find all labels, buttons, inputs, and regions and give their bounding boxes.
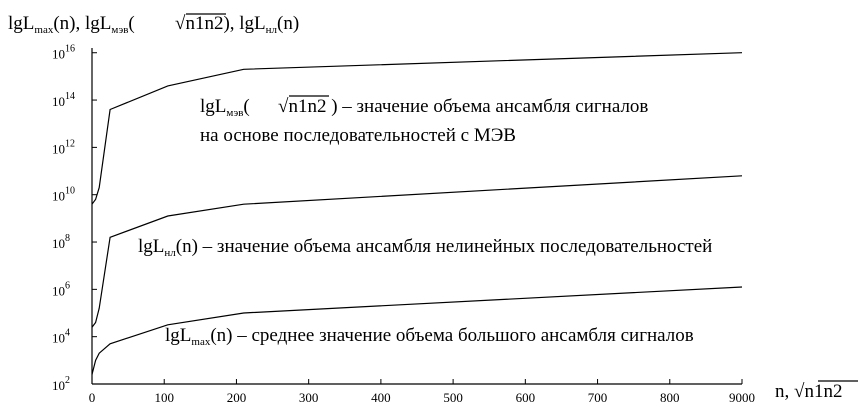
- y-ticks: 102 104 106 108 1010 1012 1014 1016: [52, 44, 97, 393]
- x-tick-label: 600: [516, 390, 536, 405]
- y-tick-label: 1010: [52, 186, 75, 204]
- y-tick-label: 106: [52, 280, 70, 298]
- x-tick-label: 200: [227, 390, 247, 405]
- x-axis-label: n, √n1n2: [775, 381, 842, 402]
- series-line-1: [91, 286, 743, 375]
- x-tick-label: 400: [371, 390, 391, 405]
- series-line-2: [91, 175, 743, 328]
- x-tick-label: 500: [443, 390, 463, 405]
- y-label-sqrt-arg: n1n2: [185, 13, 223, 34]
- y-axis-label: lgLmax(n), lgLмэв(√n1n2), lgLнл(n): [8, 13, 299, 36]
- y-tick-label: 108: [52, 233, 70, 251]
- annotation-mev-line1: lgLмэв(√n1n2 ) – значение объема ансамбл…: [200, 96, 648, 119]
- y-tick-label: 104: [52, 328, 70, 346]
- x-tick-label: 800: [660, 390, 680, 405]
- x-label-sqrt-sign: √: [794, 381, 805, 402]
- x-tick-label: 9000: [729, 390, 755, 405]
- y-tick-label: 102: [52, 375, 70, 393]
- series-lines: [91, 52, 743, 375]
- y-tick-label: 1014: [52, 91, 75, 109]
- x-label-sqrt-arg: n1n2: [804, 381, 842, 402]
- y-tick-label: 1016: [52, 44, 75, 62]
- x-tick-label: 700: [588, 390, 608, 405]
- annotation-mev-line2: на основе последовательностей с МЭВ: [200, 125, 516, 146]
- annotation-max: lgLmax(n) – среднее значение объема боль…: [165, 325, 694, 348]
- x-tick-label: 100: [154, 390, 174, 405]
- x-tick-label: 300: [299, 390, 319, 405]
- annotation-nl: lgLнл(n) – значение объема ансамбля нели…: [138, 236, 712, 259]
- series-line-3: [91, 52, 743, 205]
- y-tick-label: 1012: [52, 138, 75, 156]
- x-ticks: 0 100 200 300 400 500 600 700 800 9000: [89, 379, 755, 405]
- y-label-sqrt-sign: √: [175, 13, 186, 34]
- x-tick-label: 0: [89, 390, 96, 405]
